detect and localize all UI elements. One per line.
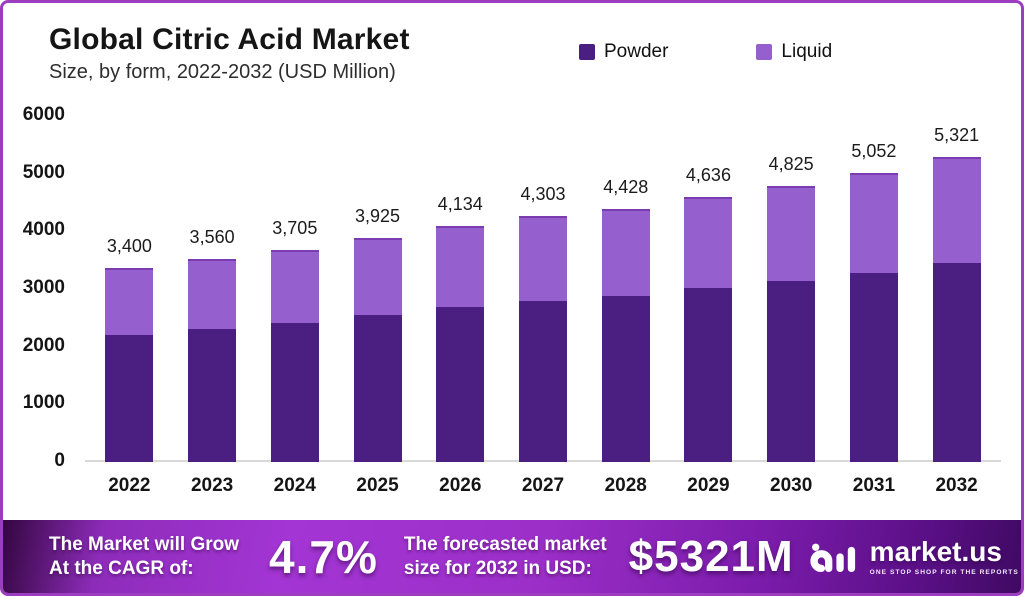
bar-total-label: 4,825: [768, 153, 814, 174]
bar-segment-liquid: [932, 157, 981, 263]
plot-area: 3,400 2022 3,560 2023 3,705 2024 3,925 2025 4,13…: [88, 116, 998, 496]
marketus-logo-icon: [810, 543, 855, 573]
bar-segment-liquid: [436, 225, 485, 308]
brand-block: market.us ONE STOP SHOP FOR THE REPORTS: [810, 536, 1019, 578]
bar-total-label: 5,052: [851, 140, 897, 161]
x-axis-label: 2031: [852, 475, 896, 496]
forecast-value: $5321M: [628, 532, 794, 581]
brand-name: market.us: [869, 536, 1002, 567]
bar-total-label: 3,400: [106, 235, 152, 256]
bar-total-label: 3,560: [189, 226, 235, 247]
x-axis-label: 2032: [935, 475, 978, 496]
y-axis-tick-label: 3000: [22, 277, 65, 298]
brand-text: market.us ONE STOP SHOP FOR THE REPORTS: [869, 536, 1019, 577]
x-axis-label: 2030: [770, 475, 813, 496]
bar-stack: [270, 250, 319, 462]
x-axis-label: 2022: [108, 475, 151, 496]
x-axis-label: 2029: [687, 475, 730, 496]
bar-total-label: 4,428: [603, 176, 649, 197]
x-axis-label: 2027: [521, 475, 565, 496]
x-axis-label: 2023: [190, 475, 234, 496]
bar-segment-liquid: [188, 258, 237, 329]
bar-total-label: 3,925: [355, 205, 401, 226]
bar-segment-liquid: [518, 215, 567, 301]
bar-group-2022: 3,400 2022: [88, 116, 171, 496]
bar-stack: [436, 225, 485, 462]
bar-stack: [601, 208, 650, 462]
bar-total-label: 4,636: [685, 164, 731, 185]
legend-item-powder: Powder: [579, 41, 668, 63]
bar-segment-powder: [188, 328, 237, 462]
bar-segment-powder: [849, 272, 898, 462]
bar-group-2031: 5,052 2031: [833, 116, 916, 496]
bar-segment-liquid: [684, 196, 733, 289]
powder-swatch-icon: [579, 44, 595, 60]
bar-segment-liquid: [601, 208, 650, 297]
cagr-caption: The Market will Grow At the CAGR of:: [49, 533, 239, 582]
bar-group-2029: 4,636 2029: [667, 116, 750, 496]
bar-segment-powder: [684, 288, 733, 462]
bar-segment-powder: [932, 262, 981, 462]
bar-stack: [188, 258, 237, 462]
bar-total-label: 4,303: [520, 183, 566, 204]
bar-stack: [518, 215, 567, 462]
bar-segment-powder: [518, 300, 567, 462]
bar-stack: [105, 267, 154, 462]
y-axis-tick-label: 6000: [22, 104, 65, 125]
bar-segment-liquid: [105, 267, 154, 335]
page-subtitle: Size, by form, 2022-2032 (USD Million): [49, 61, 396, 83]
bar-segment-powder: [270, 323, 319, 462]
bar-segment-liquid: [849, 172, 898, 273]
bar-segment-powder: [601, 296, 650, 462]
bar-stack: [932, 157, 981, 462]
bar-segment-powder: [767, 281, 816, 462]
legend-label-powder: Powder: [604, 41, 669, 62]
bar-stack: [353, 237, 402, 462]
bar-group-2024: 3,705 2024: [253, 116, 336, 496]
y-axis-tick-label: 0: [54, 450, 65, 471]
forecast-caption-line1: The forecasted market: [403, 533, 607, 555]
page-title: Global Citric Acid Market: [49, 23, 410, 56]
liquid-swatch-icon: [756, 44, 773, 60]
legend-item-liquid: Liquid: [756, 41, 832, 63]
bar-group-2030: 4,825 2030: [750, 116, 833, 496]
y-axis-tick-label: 1000: [22, 392, 65, 414]
bar-total-label: 5,321: [934, 125, 980, 146]
bar-stack: [767, 185, 816, 462]
bar-group-2028: 4,428 2028: [584, 116, 667, 496]
y-axis-tick-label: 4000: [22, 219, 65, 241]
x-axis-label: 2028: [604, 475, 647, 496]
bar-total-label: 3,705: [272, 218, 318, 239]
cagr-value: 4.7%: [269, 531, 378, 583]
legend-label-liquid: Liquid: [781, 41, 833, 62]
bar-stack: [684, 196, 733, 462]
bar-group-2032: 5,321 2032: [915, 116, 998, 496]
cagr-caption-line2: At the CAGR of:: [49, 558, 194, 579]
bar-group-2026: 4,134 2026: [419, 116, 502, 496]
bar-total-label: 4,134: [437, 193, 483, 214]
forecast-caption-line2: size for 2032 in USD:: [403, 558, 592, 579]
brand-tagline: ONE STOP SHOP FOR THE REPORTS: [869, 569, 1019, 576]
bar-group-2027: 4,303 2027: [502, 116, 585, 496]
x-axis-label: 2025: [356, 475, 399, 496]
cagr-caption-line1: The Market will Grow: [49, 533, 240, 555]
forecast-caption: The forecasted market size for 2032 in U…: [404, 533, 607, 582]
bar-segment-liquid: [767, 185, 816, 282]
bar-stack: [849, 172, 898, 462]
bar-group-2025: 3,925 2025: [336, 116, 419, 496]
x-axis-label: 2024: [273, 475, 316, 496]
bar-group-2023: 3,560 2023: [171, 116, 254, 496]
chart-legend: Powder Liquid: [579, 41, 832, 63]
bar-segment-liquid: [270, 250, 319, 324]
y-axis-tick-label: 2000: [22, 334, 65, 356]
y-axis-tick-label: 5000: [22, 161, 65, 183]
bottom-banner: The Market will Grow At the CAGR of: 4.7…: [3, 520, 1021, 593]
bar-segment-powder: [436, 307, 485, 462]
bar-segment-powder: [105, 334, 154, 462]
x-axis-label: 2026: [439, 475, 482, 496]
bar-segment-liquid: [353, 237, 402, 315]
bar-segment-powder: [353, 314, 402, 462]
